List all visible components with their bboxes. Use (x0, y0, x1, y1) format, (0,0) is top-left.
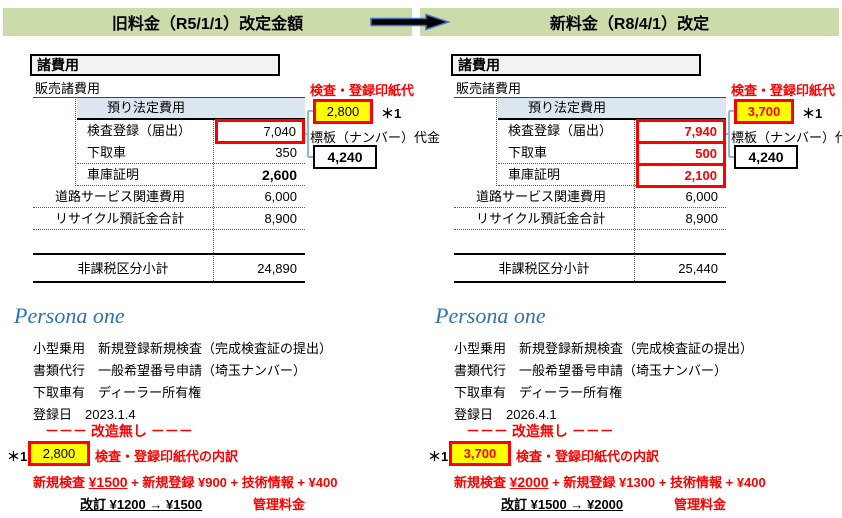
row-garage-certificate: 車庫証明 2,600 (77, 164, 305, 186)
subsection-label: 販売諸費用 (456, 81, 522, 96)
old-fee-header: 旧料金（R5/1/1）改定金額 (3, 8, 412, 36)
detail-line: 下取車有 ディーラー所有権 (454, 385, 623, 400)
subtotal-value: 25,440 (678, 261, 718, 276)
plate-fee-value-box: 4,240 (313, 145, 377, 169)
detail-line: 書類代行 一般希望番号申請（埼玉ナンバー） (33, 363, 307, 378)
admin-fee-label: 管理料金 (253, 497, 306, 512)
row-trade-in: 下取車 350 (77, 142, 305, 164)
inspection-registration-value: 7,040 (215, 119, 305, 144)
breakdown-label: 検査・登録印紙代の内訳 (95, 449, 239, 464)
old-fee-title: 旧料金（R5/1/1）改定金額 (111, 16, 304, 33)
recycle-deposit-value: 8,900 (685, 211, 718, 226)
subtotal-row: 非課税区分小計 24,890 (33, 253, 305, 283)
value-column-divider (213, 120, 214, 283)
stamp-fee-label: 検査・登録印紙代 (731, 83, 836, 98)
formula-highlight: ¥1500 (88, 474, 128, 490)
subtotal-label: 非課税区分小計 (77, 261, 169, 276)
revision-note: 改訂 ¥1500 → ¥2000 (501, 497, 624, 512)
row-recycle-deposit: リサイクル預託金合計 8,900 (33, 208, 305, 230)
section-box: 諸費用 (451, 54, 701, 76)
footnote-ref: ＊1 (7, 449, 28, 464)
new-fee-panel: 新料金（R8/4/1）改定 諸費用 販売諸費用 預り法定費用 検査登録（届出） … (420, 0, 842, 518)
row-inspection-registration: 検査登録（届出） (87, 123, 192, 138)
stamp-fee-value-box: 3,700 (734, 99, 794, 124)
trade-in-value: 350 (275, 145, 297, 160)
stamp-fee-value-box: 2,800 (313, 99, 373, 124)
group-header-label: 預り法定費用 (527, 100, 606, 115)
revision-note: 改訂 ¥1200 → ¥1500 (80, 497, 203, 512)
formula-highlight: ¥2000 (509, 474, 549, 490)
row-recycle-deposit: リサイクル預託金合計 8,900 (454, 208, 726, 230)
detail-line: 小型乗用 新規登録新規検査（完成検査証の提出） (454, 341, 754, 356)
subtotal-value: 24,890 (257, 261, 297, 276)
new-fee-header: 新料金（R8/4/1）改定 (420, 8, 839, 36)
plate-fee-label: 標板（ナンバー）代金 (731, 130, 842, 145)
garage-certificate-value: 2,100 (636, 163, 726, 188)
section-label: 諸費用 (37, 57, 79, 73)
garage-certificate-value: 2,600 (261, 167, 297, 183)
row-garage-certificate: 車庫証明 (498, 164, 726, 186)
subsection-label: 販売諸費用 (35, 81, 101, 96)
group-header-row: 預り法定費用 (77, 98, 305, 120)
road-service-value: 6,000 (264, 189, 297, 204)
fee-formula: 新規検査 ¥2000 + 新規登録 ¥1300 + 技術情報 + ¥400 (454, 474, 766, 490)
old-fee-panel: 旧料金（R5/1/1）改定金額 諸費用 販売諸費用 預り法定費用 検査登録（届出… (3, 8, 440, 512)
detail-line: 小型乗用 新規登録新規検査（完成検査証の提出） (33, 341, 333, 356)
breakdown-value-box: 3,700 (449, 441, 511, 466)
detail-line: 書類代行 一般希望番号申請（埼玉ナンバー） (454, 363, 728, 378)
fee-formula: 新規検査 ¥1500 + 新規登録 ¥900 + 技術情報 + ¥400 (33, 474, 338, 490)
plate-fee-label: 標板（ナンバー）代金 (310, 130, 441, 145)
stamp-fee-label: 検査・登録印紙代 (310, 83, 415, 98)
breakdown-value-box: 2,800 (28, 441, 90, 466)
brand-name: Persona one (14, 303, 125, 328)
footnote-ref: ＊1 (428, 449, 449, 464)
subtotal-row: 非課税区分小計 25,440 (454, 253, 726, 283)
value-column-divider (634, 120, 635, 283)
admin-fee-label: 管理料金 (674, 497, 727, 512)
bracket-icon (724, 108, 736, 160)
new-fee-title: 新料金（R8/4/1）改定 (549, 16, 710, 33)
bracket-icon (303, 108, 315, 160)
road-service-value: 6,000 (685, 189, 718, 204)
section-box: 諸費用 (30, 54, 280, 76)
recycle-deposit-value: 8,900 (264, 211, 297, 226)
group-header-row: 預り法定費用 (498, 98, 726, 120)
indent-divider (496, 97, 497, 186)
breakdown-label: 検査・登録印紙代の内訳 (516, 449, 660, 464)
registration-date-line: 登録日 2026.4.1 (454, 407, 557, 422)
row-inspection-registration: 検査登録（届出） (508, 123, 613, 138)
detail-line: 下取車有 ディーラー所有権 (33, 385, 202, 400)
brand-name: Persona one (435, 303, 546, 328)
footnote-ref: ＊1 (381, 106, 402, 121)
section-label: 諸費用 (458, 57, 500, 73)
no-modification-note: －－－ 改造無し －－－ (45, 423, 193, 439)
row-road-service: 道路サービス関連費用 6,000 (454, 186, 726, 208)
group-header-label: 預り法定費用 (106, 100, 185, 115)
footnote-ref: ＊1 (802, 106, 823, 121)
no-modification-note: －－－ 改造無し －－－ (466, 423, 614, 439)
row-road-service: 道路サービス関連費用 6,000 (33, 186, 305, 208)
registration-date-line: 登録日 2023.1.4 (33, 407, 136, 422)
table-top-rule (33, 97, 305, 98)
table-top-rule (454, 97, 726, 98)
row-trade-in: 下取車 (498, 142, 726, 164)
subtotal-label: 非課税区分小計 (498, 261, 590, 276)
arrow-right-icon (370, 13, 451, 31)
indent-divider (75, 97, 76, 186)
plate-fee-value-box: 4,240 (734, 145, 798, 169)
